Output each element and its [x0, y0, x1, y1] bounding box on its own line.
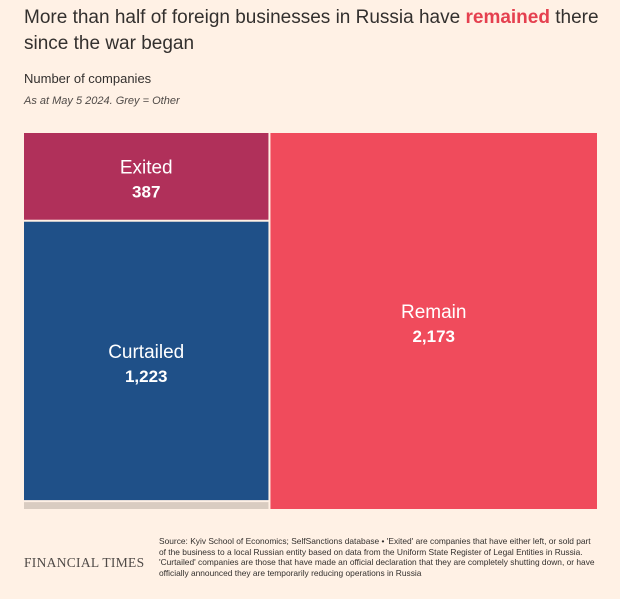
treemap-block-exited: [24, 133, 269, 220]
treemap-block-other: [24, 502, 269, 509]
ft-logo: FINANCIAL TIMES: [24, 555, 145, 570]
source-note: Source: Kyiv School of Economics; SelfSa…: [159, 536, 595, 578]
treemap-block-remain: [270, 133, 597, 509]
treemap-value-exited: 387: [132, 182, 160, 201]
title-text-start: More than half of foreign businesses in …: [24, 7, 466, 28]
chart-subtitle: Number of companies: [24, 71, 152, 86]
title-highlight: remained: [465, 7, 550, 28]
chart-note: As at May 5 2024. Grey = Other: [24, 95, 180, 107]
chart-title: More than half of foreign businesses in …: [24, 5, 604, 57]
treemap-label-curtailed: Curtailed: [108, 342, 184, 363]
treemap-label-exited: Exited: [120, 157, 173, 178]
treemap-block-curtailed: [24, 221, 269, 501]
treemap-value-remain: 2,173: [412, 327, 455, 346]
treemap-value-curtailed: 1,223: [125, 367, 168, 386]
treemap-label-remain: Remain: [401, 302, 466, 323]
title-text-end: there since the war began: [24, 7, 599, 54]
